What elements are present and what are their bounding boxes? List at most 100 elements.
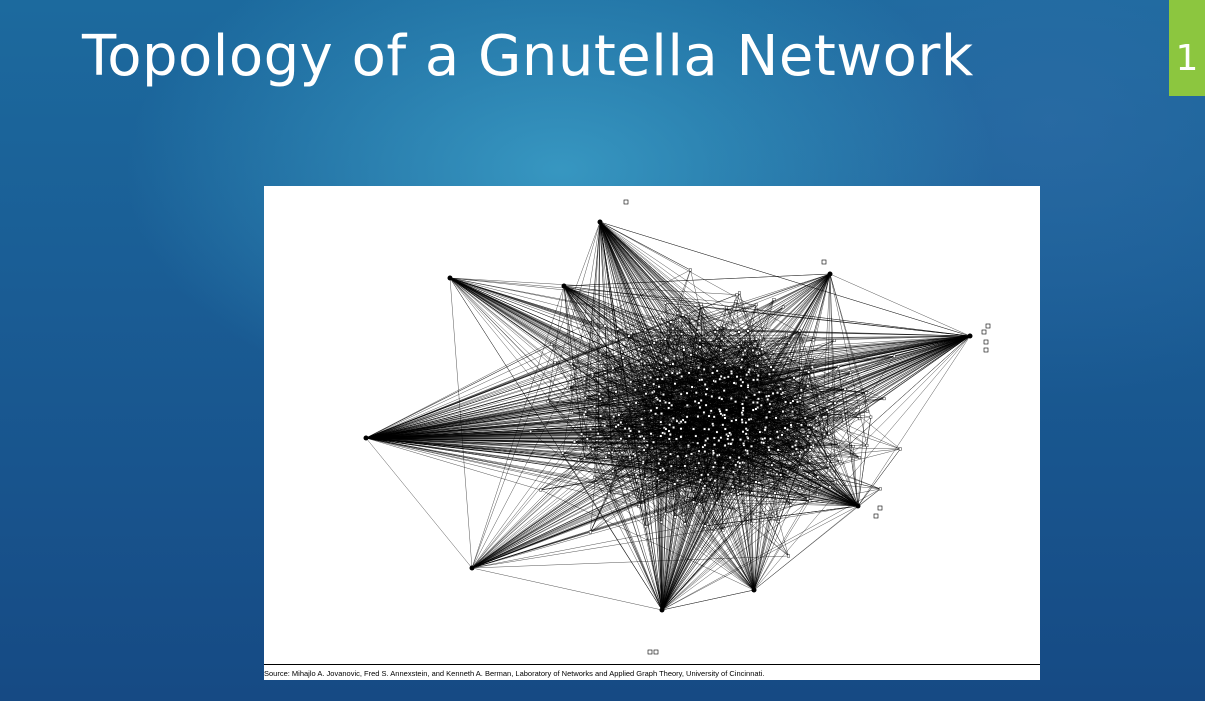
graph-node bbox=[610, 450, 614, 454]
graph-node bbox=[629, 429, 632, 433]
graph-node bbox=[623, 199, 629, 205]
graph-node bbox=[593, 405, 596, 408]
graph-node bbox=[983, 347, 989, 353]
graph-node bbox=[723, 361, 727, 365]
graph-node bbox=[696, 415, 700, 418]
graph-node bbox=[539, 488, 543, 492]
graph-node bbox=[655, 338, 658, 342]
graph-node bbox=[637, 347, 641, 351]
graph-node bbox=[721, 423, 725, 427]
graph-node bbox=[643, 375, 647, 379]
graph-node bbox=[668, 433, 672, 436]
graph-node bbox=[755, 337, 758, 341]
graph-node bbox=[583, 396, 587, 400]
graph-node bbox=[741, 380, 745, 384]
graph-node bbox=[820, 486, 823, 490]
graph-node bbox=[649, 375, 653, 379]
graph-node bbox=[759, 403, 763, 407]
graph-node bbox=[745, 373, 749, 377]
graph-node bbox=[717, 439, 721, 442]
graph-node bbox=[675, 419, 679, 423]
graph-node bbox=[615, 338, 618, 342]
graph-node bbox=[644, 392, 648, 396]
graph-node bbox=[741, 406, 745, 410]
graph-node bbox=[769, 437, 772, 441]
graph-node bbox=[865, 409, 869, 413]
graph-node bbox=[580, 432, 583, 436]
graph-node bbox=[818, 394, 821, 398]
graph-node bbox=[680, 332, 683, 336]
graph-node bbox=[654, 412, 657, 416]
graph-node bbox=[682, 513, 685, 516]
graph-node bbox=[741, 461, 745, 464]
graph-node bbox=[697, 401, 701, 405]
graph-node bbox=[652, 382, 656, 386]
graph-node bbox=[636, 475, 640, 479]
graph-node bbox=[820, 422, 824, 425]
graph-node bbox=[662, 468, 666, 472]
graph-edges bbox=[365, 221, 971, 611]
graph-node bbox=[776, 520, 780, 523]
graph-node bbox=[627, 344, 630, 348]
graph-node bbox=[616, 423, 620, 427]
graph-node bbox=[721, 466, 725, 469]
graph-node bbox=[529, 430, 532, 433]
graph-node bbox=[642, 448, 646, 452]
graph-node bbox=[764, 426, 767, 429]
graph-node bbox=[607, 451, 611, 455]
graph-node bbox=[715, 430, 719, 434]
graph-node bbox=[751, 408, 755, 412]
slide-number-box: 1 bbox=[1169, 0, 1205, 96]
graph-node bbox=[584, 410, 587, 414]
graph-node bbox=[737, 330, 741, 334]
graph-hub bbox=[827, 271, 833, 277]
graph-node bbox=[699, 302, 703, 306]
graph-node bbox=[644, 525, 648, 529]
graph-node bbox=[720, 490, 724, 494]
graph-node bbox=[700, 378, 704, 382]
graph-node bbox=[693, 399, 697, 403]
graph-node bbox=[789, 503, 793, 507]
graph-node bbox=[752, 378, 755, 382]
graph-node bbox=[713, 443, 716, 447]
graph-node bbox=[723, 376, 726, 380]
graph-node bbox=[710, 501, 714, 504]
graph-node bbox=[573, 440, 576, 444]
graph-node bbox=[898, 447, 902, 451]
graph-node bbox=[769, 365, 773, 369]
graph-node bbox=[771, 391, 775, 395]
graph-node bbox=[647, 649, 653, 655]
graph-node bbox=[734, 400, 737, 404]
graph-node bbox=[593, 476, 596, 479]
caption-rule bbox=[264, 664, 1040, 665]
graph-node bbox=[589, 530, 592, 534]
graph-node bbox=[673, 515, 677, 519]
graph-node bbox=[754, 407, 758, 411]
graph-node bbox=[711, 371, 714, 375]
graph-node bbox=[600, 364, 603, 368]
graph-node bbox=[837, 443, 841, 446]
graph-node bbox=[719, 412, 723, 416]
graph-node bbox=[561, 451, 565, 455]
graph-node bbox=[627, 402, 630, 406]
graph-node bbox=[703, 383, 707, 386]
graph-node bbox=[696, 330, 699, 334]
graph-node bbox=[731, 485, 735, 489]
graph-node bbox=[710, 530, 714, 533]
graph-node bbox=[744, 427, 748, 431]
network-graph-image bbox=[363, 199, 991, 655]
graph-node bbox=[694, 434, 698, 438]
graph-node bbox=[704, 392, 708, 396]
graph-node bbox=[698, 502, 701, 506]
graph-node bbox=[726, 434, 730, 438]
graph-node bbox=[656, 476, 659, 480]
graph-node bbox=[786, 428, 790, 431]
graph-node bbox=[743, 349, 747, 352]
graph-node bbox=[843, 387, 847, 391]
graph-hub bbox=[363, 435, 369, 441]
graph-node bbox=[701, 487, 705, 490]
graph-node bbox=[591, 448, 595, 451]
graph-node bbox=[857, 405, 860, 409]
graph-node bbox=[628, 455, 632, 459]
graph-node bbox=[737, 345, 740, 349]
